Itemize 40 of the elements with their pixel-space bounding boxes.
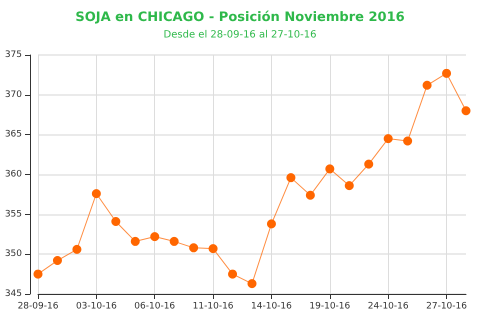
x-tick-label: 11-10-16 [192,302,234,312]
x-tick-label: 03-10-16 [76,302,118,312]
x-tick-label: 24-10-16 [368,302,409,312]
point [403,136,412,146]
y-tick-label: 360 [4,170,22,180]
point [384,134,393,144]
chart-title: SOJA en CHICAGO - Posición Noviembre 2016 [75,10,405,25]
point [266,219,276,228]
point [364,160,374,169]
point [442,68,452,78]
y-tick-label: 350 [4,249,22,260]
point [72,244,82,254]
x-tick-label: 06-10-16 [134,302,176,312]
y-tick-label: 345 [4,289,22,299]
x-tick-label: 19-10-16 [309,302,351,312]
point [228,270,238,279]
y-tick-label: 355 [4,209,22,220]
point [52,256,62,266]
point [92,189,101,198]
x-tick-label: 14-10-16 [251,302,292,312]
y-tick-label: 375 [4,50,22,60]
point [150,232,160,242]
point [130,236,140,246]
point [306,190,315,200]
point [325,164,334,174]
y-tick-label: 370 [4,90,22,100]
y-tick-label: 365 [4,130,22,140]
point [422,80,432,90]
point [34,270,42,279]
point [189,243,198,252]
x-tick-label: 28-09-16 [18,302,59,312]
point [111,217,120,226]
point [344,181,354,190]
point [286,173,296,182]
point [170,236,179,246]
chart-subtitle: Desde el 28-09-16 al 27-10-16 [164,30,316,40]
point [248,279,256,288]
point [462,106,470,116]
x-tick-label: 27-10-16 [426,302,468,312]
point [208,244,218,254]
